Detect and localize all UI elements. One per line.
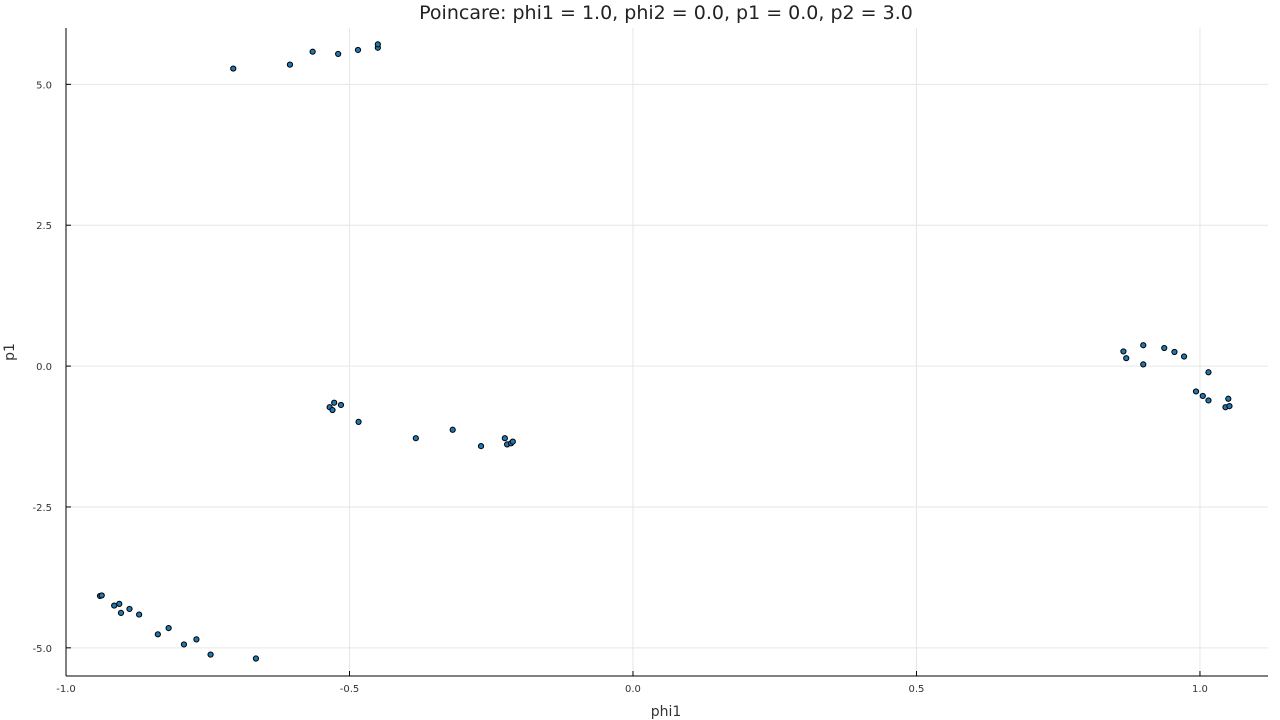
data-point: [331, 399, 338, 406]
data-point: [98, 592, 105, 599]
data-point: [374, 41, 381, 48]
data-point: [1205, 397, 1212, 404]
data-point: [501, 435, 508, 442]
data-point: [252, 655, 260, 662]
data-point: [286, 61, 294, 68]
y-axis-label: p1: [2, 343, 18, 361]
axes: [65, 28, 1268, 677]
x-tick-label: 1.0: [1192, 684, 1208, 695]
y-tick-label: 2.5: [36, 221, 52, 232]
y-tick-label: 0.0: [36, 362, 52, 373]
data-point: [412, 435, 419, 442]
data-point: [329, 406, 336, 414]
y-tick-label: -5.0: [32, 644, 52, 655]
data-point: [116, 600, 123, 607]
x-tick-label: -1.0: [56, 684, 76, 695]
data-point: [1171, 348, 1178, 356]
data-point: [354, 46, 362, 54]
y-tick-label: -2.5: [32, 503, 52, 514]
x-tick-label: -0.5: [340, 684, 360, 695]
data-point: [477, 443, 485, 450]
data-point: [355, 418, 362, 425]
data-point: [230, 65, 237, 72]
y-tick-label: 5.0: [36, 80, 52, 91]
data-point: [1161, 344, 1168, 352]
data-point: [509, 438, 516, 445]
data-point: [111, 602, 118, 609]
x-axis-label: phi1: [651, 704, 682, 720]
data-point: [1192, 388, 1200, 395]
data-point: [154, 631, 161, 638]
x-tick-label: 0.0: [625, 684, 641, 695]
data-point: [1226, 402, 1233, 410]
data-point: [117, 609, 125, 616]
data-point: [1205, 369, 1212, 376]
data-point: [180, 641, 188, 648]
data-point: [1140, 342, 1147, 349]
data-point: [1180, 353, 1188, 360]
data-point: [335, 50, 342, 58]
data-point: [193, 636, 200, 643]
data-point: [1140, 361, 1147, 368]
data-point: [136, 611, 143, 618]
data-points: [96, 41, 1233, 662]
x-tick-label: 0.5: [909, 684, 925, 695]
data-point: [165, 625, 172, 632]
data-point: [1199, 392, 1206, 400]
data-point: [449, 426, 456, 433]
tick-marks: -1.0 -0.5 0.0 0.5 1.0 -5.0 -2.5 0.0 2.5 5.0: [32, 80, 1207, 695]
data-point: [1120, 348, 1127, 355]
data-point: [309, 48, 316, 55]
data-point: [207, 651, 214, 658]
chart-title: Poincare: phi1 = 1.0, phi2 = 0.0, p1 = 0…: [419, 2, 913, 24]
data-point: [126, 605, 133, 613]
data-point: [337, 401, 345, 409]
grid-lines: [65, 28, 1268, 676]
data-point: [1123, 355, 1130, 362]
data-point: [1225, 395, 1232, 402]
